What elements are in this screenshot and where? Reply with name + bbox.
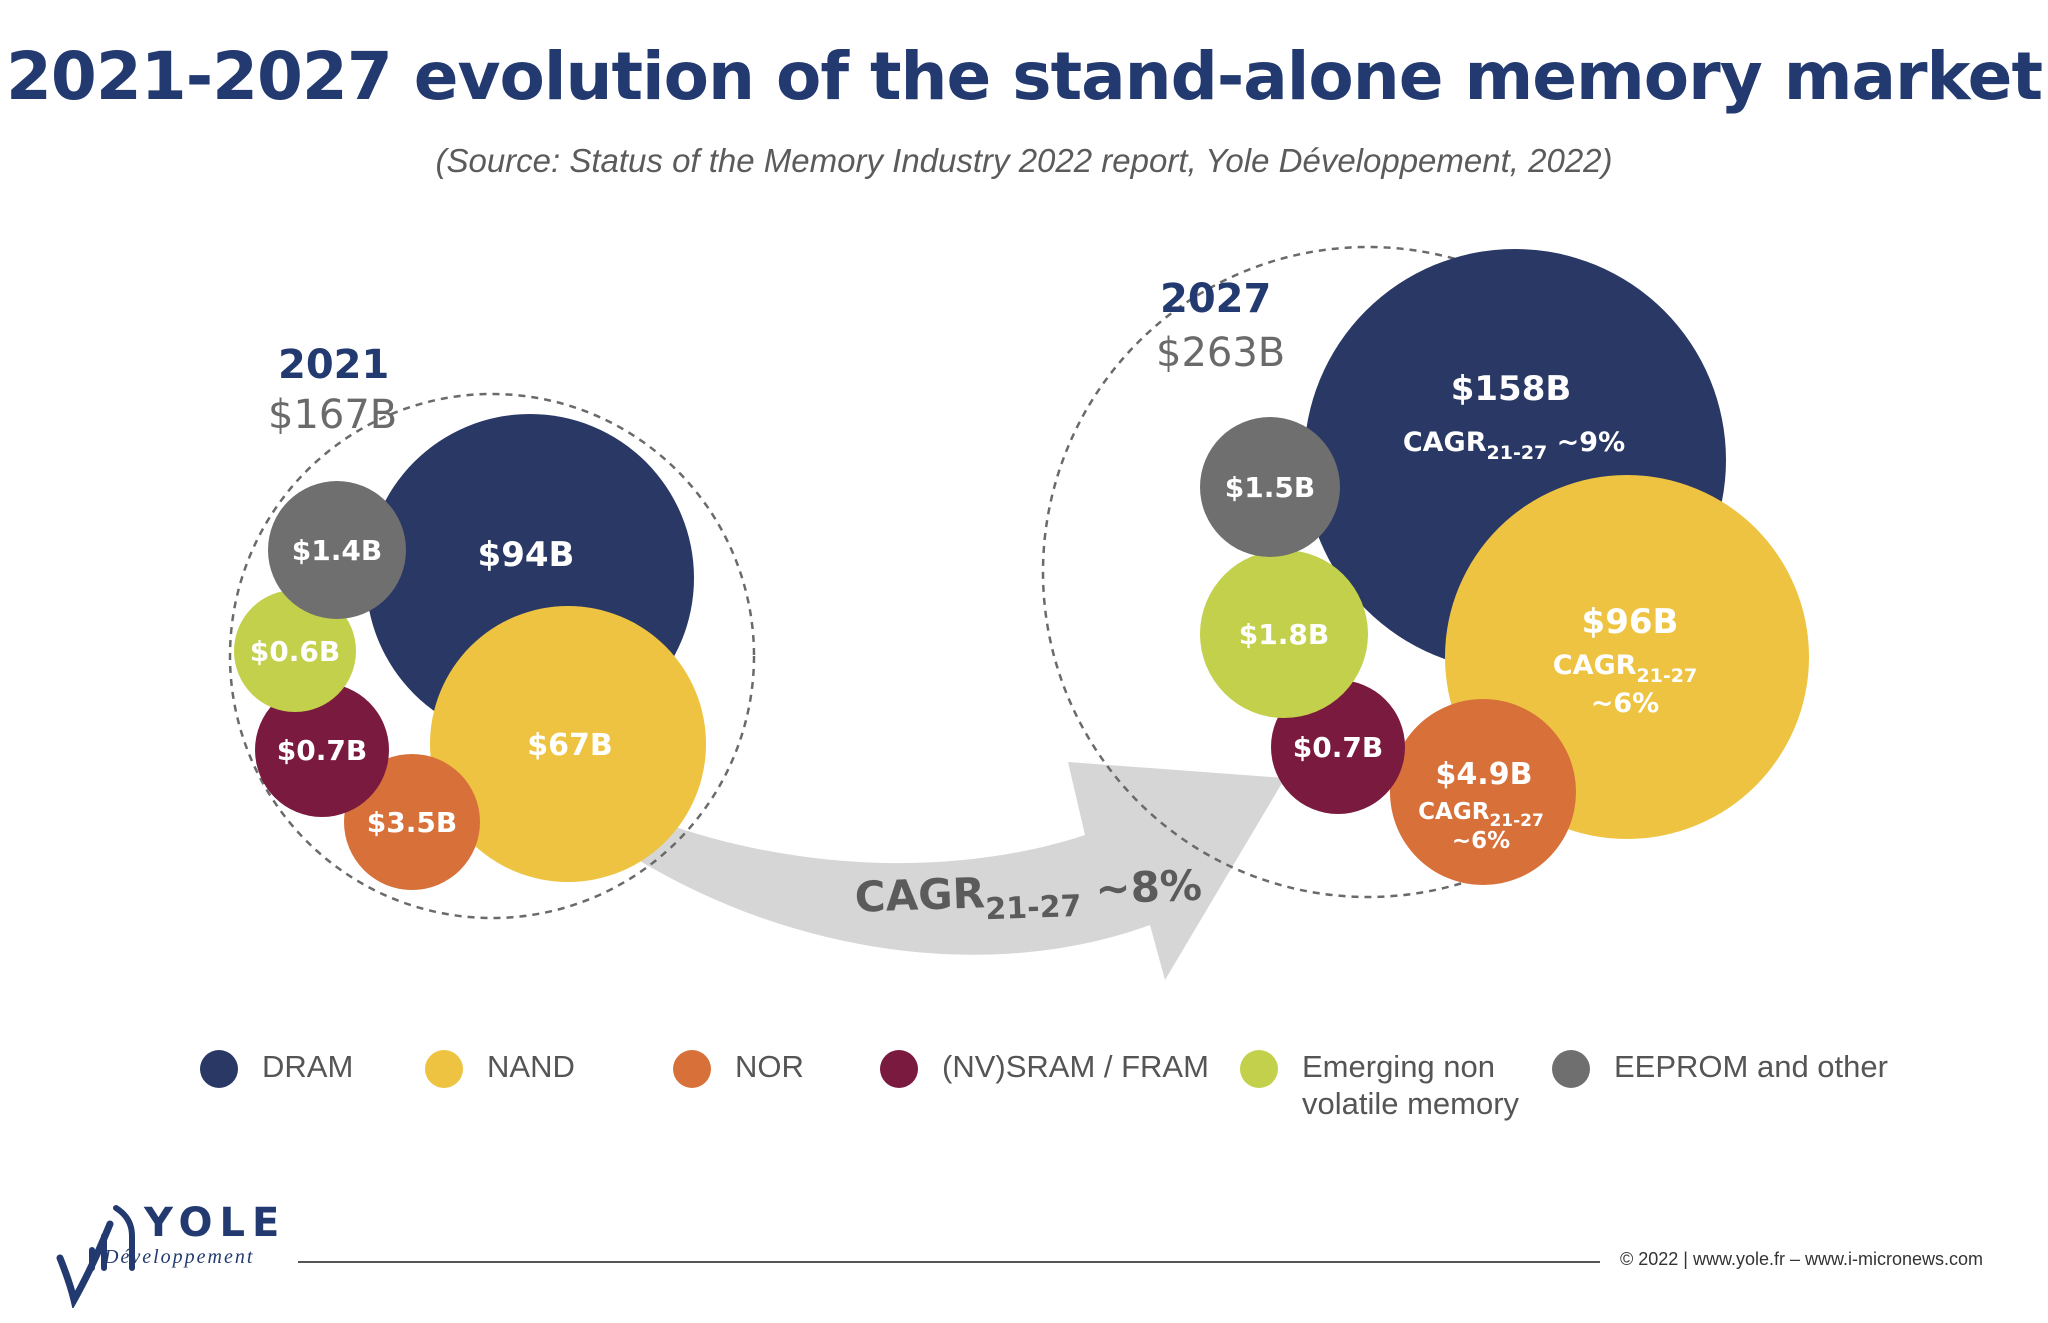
legend-item-eeprom-and-other: EEPROM and other <box>1552 1048 1888 1088</box>
legend-swatch <box>880 1050 918 1088</box>
legend-swatch <box>673 1050 711 1088</box>
nor-2027-cagr: CAGR21-27 <box>1418 799 1544 831</box>
bubble-nor-2021 <box>344 754 480 890</box>
value-label-nor-2027: $4.9B <box>1436 757 1533 792</box>
bubble-eeprom-and-other-2027 <box>1200 417 1340 557</box>
legend-label: DRAM <box>262 1049 354 1084</box>
group-outline-2021 <box>228 392 756 920</box>
value-label-dram-2021: $94B <box>478 535 575 575</box>
legend-item-nand: NAND <box>425 1048 575 1088</box>
year-label-2021: 2021 <box>278 342 389 388</box>
chart-legend: DRAM NAND NOR (NV)SRAM / FRAM Emerging non v… <box>0 1048 2048 1128</box>
value-label-nand-2027: $96B <box>1582 602 1679 642</box>
year-label-2027: 2027 <box>1160 276 1271 322</box>
value-label-nv-sram-fram-2027: $0.7B <box>1293 731 1383 764</box>
legend-swatch <box>425 1050 463 1088</box>
legend-item-dram: DRAM <box>200 1048 353 1088</box>
nand-2027-cagr: CAGR21-27 <box>1553 650 1697 687</box>
legend-swatch <box>1552 1050 1590 1088</box>
footer-copyright: © 2022 | www.yole.fr – www.i-micronews.c… <box>1620 1249 1984 1269</box>
value-label-eeprom-and-other-2027: $1.5B <box>1225 471 1315 504</box>
legend-label: NAND <box>487 1049 575 1084</box>
legend-label: NOR <box>735 1049 804 1084</box>
legend-item-emerging-non-volatile-memory: Emerging non volatile memory <box>1240 1048 1519 1122</box>
brand-name: YOLE <box>144 1200 287 1246</box>
value-label-nv-sram-fram-2021: $0.7B <box>277 734 367 767</box>
overall-cagr-label: CAGR21-27 ~8% <box>854 861 1203 932</box>
footer-divider <box>298 1261 1600 1263</box>
legend-item-nor: NOR <box>673 1048 804 1088</box>
bubble-nand-2021 <box>430 606 706 882</box>
bubble-emerging-non-volatile-memory-2021 <box>234 590 356 712</box>
legend-swatch <box>1240 1050 1278 1088</box>
legend-label: EEPROM and other <box>1614 1049 1888 1084</box>
value-label-emerging-non-volatile-memory-2027: $1.8B <box>1239 618 1329 651</box>
page-subtitle: (Source: Status of the Memory Industry 2… <box>435 142 1613 179</box>
legend-swatch <box>200 1050 238 1088</box>
bubble-eeprom-and-other-2021 <box>268 481 406 619</box>
total-label-2021: $167B <box>268 392 397 438</box>
value-label-nand-2021: $67B <box>527 728 613 763</box>
value-label-emerging-non-volatile-memory-2021: $0.6B <box>250 635 340 668</box>
bubble-nor-2027 <box>1390 699 1576 885</box>
cagr-value-nor-2027: ~6% <box>1452 828 1510 854</box>
legend-item-nv-sram-fram: (NV)SRAM / FRAM <box>880 1048 1209 1088</box>
total-label-2027: $263B <box>1156 330 1285 376</box>
value-label-eeprom-and-other-2021: $1.4B <box>292 534 382 567</box>
page-title: 2021-2027 evolution of the stand-alone m… <box>6 38 2043 115</box>
value-label-dram-2027: $158B <box>1451 369 1572 409</box>
growth-arrow <box>630 762 1285 980</box>
group-2027: 2027 $263B $158B $96B ~6% $4.9B ~6% $0.7B $1.8B $… <box>1041 245 1809 899</box>
bubble-emerging-non-volatile-memory-2027 <box>1200 550 1368 718</box>
value-label-nor-2021: $3.5B <box>367 806 457 839</box>
yole-swoosh-icon <box>56 1205 135 1308</box>
dram-2027-cagr: CAGR21-27 ~9% <box>1403 427 1625 464</box>
cagr-value-nand-2027: ~6% <box>1591 688 1659 719</box>
brand-tagline: Développement <box>104 1246 255 1268</box>
legend-label: (NV)SRAM / FRAM <box>942 1049 1209 1084</box>
legend-label: Emerging non volatile memory <box>1302 1049 1520 1121</box>
bubble-nv-sram-fram-2021 <box>255 683 389 817</box>
group-2021: 2021$167B $94B $67B $3.5B $0.7B $0.6B $1.4B <box>228 342 756 920</box>
yole-logo: YOLE Développement <box>52 1188 302 1308</box>
